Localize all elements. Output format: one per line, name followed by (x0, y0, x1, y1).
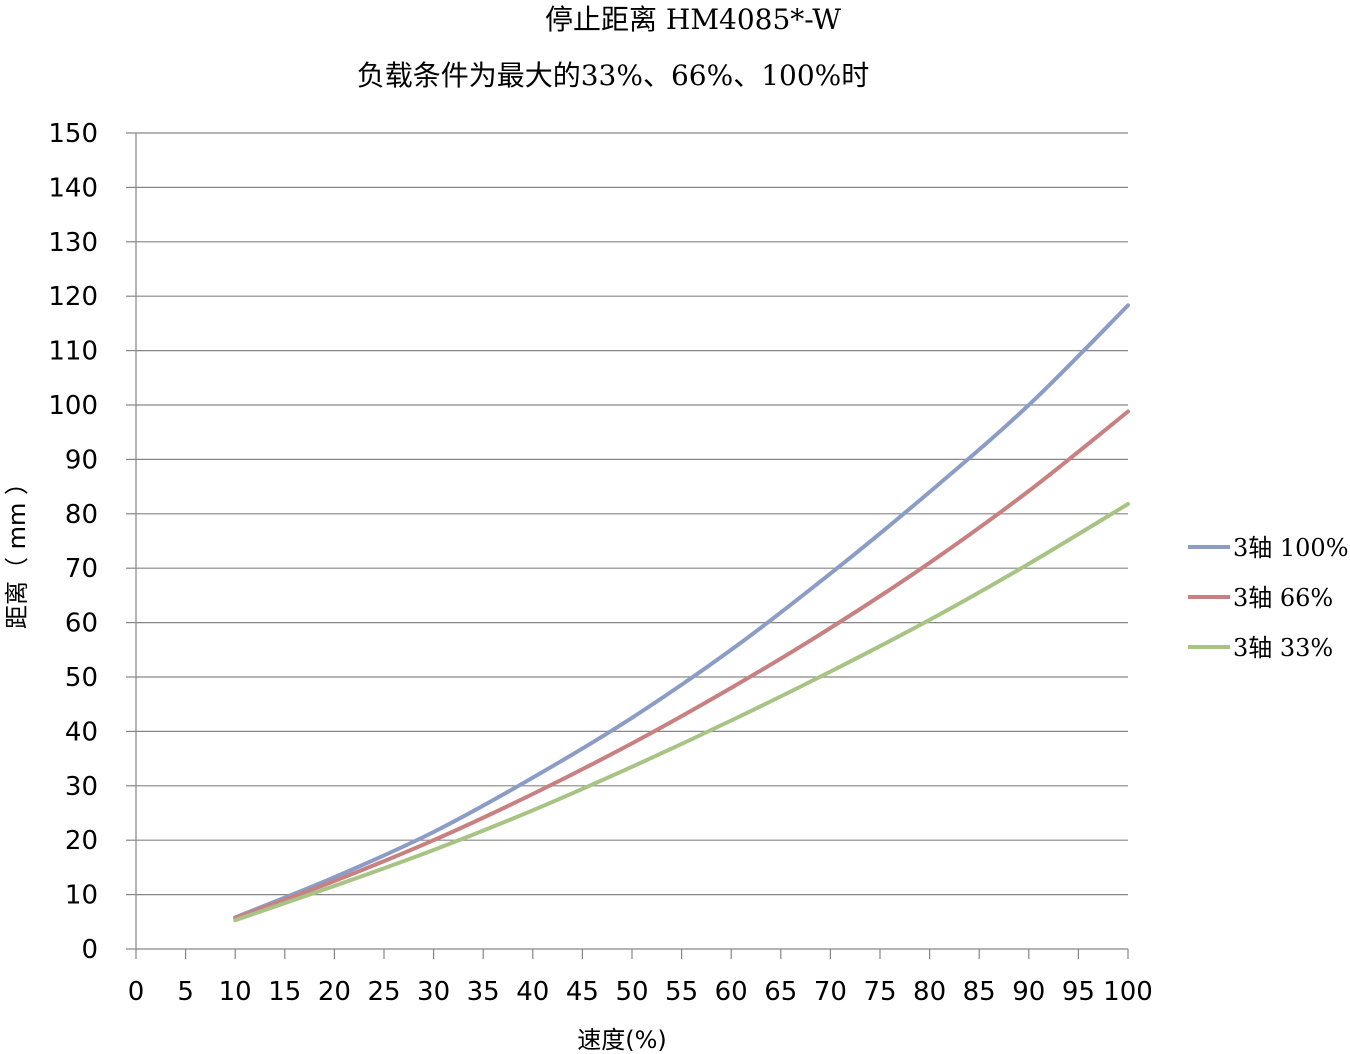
x-tick-label: 30 (417, 977, 450, 1007)
legend: 3轴 100% 3轴 66% 3轴 33% (1188, 534, 1349, 662)
x-axis-label: 速度(%) (577, 1026, 667, 1054)
data-point (631, 717, 633, 719)
data-point (333, 885, 336, 887)
data-point (1028, 490, 1030, 492)
x-tick-label: 40 (516, 977, 549, 1007)
x-tick-label: 0 (128, 977, 145, 1007)
x-tick-label: 100 (1103, 977, 1153, 1007)
x-tick-label: 70 (814, 977, 847, 1007)
series-line-2 (233, 502, 1130, 923)
y-tick-label: 50 (65, 663, 98, 693)
legend-label: 3轴 66% (1233, 584, 1333, 612)
x-tick-label: 95 (1062, 977, 1095, 1007)
x-tick-label: 20 (318, 977, 351, 1007)
data-point (829, 572, 832, 575)
data-point (829, 670, 832, 673)
x-tick-label: 15 (268, 977, 301, 1007)
x-tick-label: 85 (963, 977, 996, 1007)
data-point (1127, 503, 1129, 505)
data-point (928, 619, 931, 621)
x-tick-label: 5 (177, 977, 194, 1007)
y-tick-label: 150 (48, 119, 98, 149)
data-point (631, 742, 633, 745)
x-tick-label: 10 (219, 977, 252, 1007)
y-tick-label: 120 (48, 282, 98, 312)
y-tick-label: 10 (65, 881, 98, 911)
y-tick-label: 110 (48, 337, 98, 367)
data-point (532, 776, 534, 779)
data-point (928, 561, 931, 564)
x-tick-label: 60 (715, 977, 748, 1007)
x-tick-label: 75 (863, 977, 896, 1007)
data-point (432, 849, 435, 851)
data-point (928, 491, 931, 493)
data-point (1028, 404, 1030, 406)
y-tick-label: 80 (65, 500, 98, 530)
series-lines (233, 303, 1130, 923)
legend-label: 3轴 100% (1233, 534, 1349, 562)
data-point (532, 793, 534, 795)
y-tick-label: 100 (48, 391, 98, 421)
x-tick-label: 90 (1012, 977, 1045, 1007)
gridlines (136, 132, 1128, 896)
series-line-1 (233, 409, 1130, 920)
data-point (730, 687, 732, 689)
y-tick-label: 60 (65, 609, 98, 639)
y-tick-label: 0 (81, 935, 98, 965)
y-tick-label: 30 (65, 772, 98, 802)
x-tick-label: 25 (367, 977, 400, 1007)
x-tick-label: 35 (467, 977, 500, 1007)
data-point (432, 839, 435, 841)
x-tick-label: 65 (764, 977, 797, 1007)
y-tick-label: 20 (65, 826, 98, 856)
y-tick-label: 130 (48, 228, 98, 258)
x-tick-label: 55 (665, 977, 698, 1007)
data-point (234, 919, 236, 921)
data-point (432, 831, 435, 833)
data-point (730, 649, 732, 651)
data-point (1028, 563, 1030, 565)
y-tick-label: 40 (65, 717, 98, 747)
data-point (631, 765, 633, 768)
x-tick-label: 45 (566, 977, 599, 1007)
data-point (532, 809, 534, 812)
legend-label: 3轴 33% (1233, 634, 1333, 662)
chart-title: 停止距离 HM4085*-W (545, 3, 841, 36)
data-point (333, 876, 336, 878)
data-point (829, 627, 832, 629)
x-tick-label: 50 (615, 977, 648, 1007)
y-tick-label: 70 (65, 554, 98, 584)
chart-subtitle: 负载条件为最大的33%、66%、100%时 (357, 59, 870, 92)
axes (126, 132, 1129, 959)
data-point (730, 719, 732, 722)
data-point (333, 880, 336, 882)
data-point (1127, 410, 1129, 413)
y-axis-label: 距离（ mm ） (3, 471, 31, 629)
series-line-0 (233, 303, 1130, 920)
data-point (1127, 304, 1129, 307)
y-tick-label: 90 (65, 445, 98, 475)
x-tick-label: 80 (913, 977, 946, 1007)
y-tick-label: 140 (48, 173, 98, 203)
